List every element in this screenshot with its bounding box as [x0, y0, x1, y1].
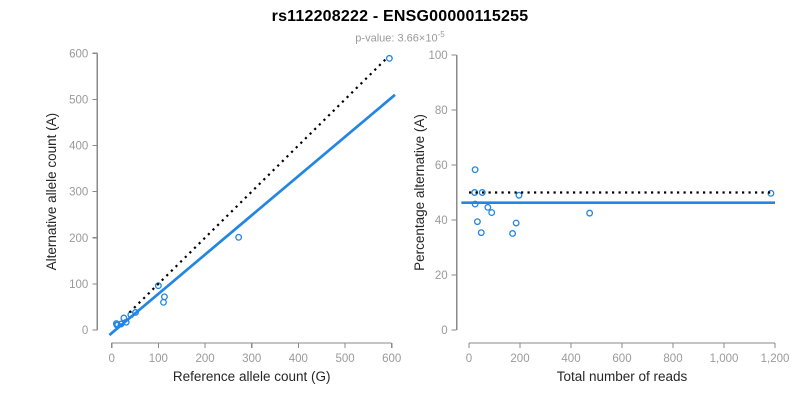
data-point — [586, 209, 594, 217]
x-tick-label: 300 — [242, 353, 261, 365]
pvalue-exponent: -5 — [437, 30, 445, 39]
y-tick-label: 40 — [435, 215, 448, 227]
y-tick-label: 0 — [441, 325, 447, 337]
y-tick-label: 20 — [435, 270, 448, 282]
x-axis: 0 200 400 600 800 1,000 1,200 — [466, 342, 790, 365]
y-tick-label: 100 — [429, 50, 448, 62]
y-tick-label: 0 — [82, 325, 88, 337]
pvalue-text: p-value: 3.66×10 — [355, 32, 438, 45]
y-tick-label: 60 — [435, 160, 448, 172]
figure-subtitle: p-value: 3.66×10-5 — [0, 28, 800, 46]
x-tick-label: 0 — [466, 353, 472, 365]
data-point — [471, 200, 479, 208]
y-tick-label: 400 — [69, 141, 88, 153]
y-tick-label: 100 — [69, 279, 88, 291]
y-tick-label: 80 — [435, 105, 448, 117]
y-axis: 0 100 200 300 400 500 600 — [69, 48, 98, 337]
data-point — [477, 229, 485, 237]
x-tick-label: 200 — [510, 353, 529, 365]
x-tick-label: 0 — [108, 353, 114, 365]
x-tick-label: 400 — [289, 353, 308, 365]
x-tick-label: 800 — [663, 353, 682, 365]
x-tick-label: 600 — [612, 353, 631, 365]
data-point — [515, 191, 523, 199]
data-points — [471, 166, 775, 237]
data-point — [160, 293, 168, 301]
figure-header: rs112208222 - ENSG00000115255 p-value: 3… — [0, 7, 800, 46]
figure-title: rs112208222 - ENSG00000115255 — [271, 8, 529, 25]
data-point — [473, 218, 481, 226]
data-point — [160, 298, 167, 306]
data-point — [484, 203, 492, 211]
x-axis-title: Total number of reads — [557, 369, 688, 384]
regression-line — [108, 93, 396, 337]
data-point — [478, 189, 486, 196]
x-tick-label: 600 — [382, 353, 401, 365]
x-tick-label: 100 — [149, 353, 168, 365]
data-point — [154, 282, 162, 290]
x-axis-title: Reference allele count (G) — [173, 369, 331, 384]
data-point — [512, 219, 520, 227]
y-tick-label: 500 — [69, 94, 88, 106]
percentage-vs-coverage-scatter: 0 200 400 600 800 1,000 1,200 0 20 40 60 80 100 Total… — [412, 50, 789, 384]
x-tick-label: 500 — [335, 353, 354, 365]
data-point — [509, 230, 517, 237]
x-tick-label: 400 — [561, 353, 580, 365]
x-tick-label: 1,200 — [761, 353, 790, 365]
y-axis: 0 20 40 60 80 100 — [429, 50, 458, 337]
allele-counts-scatter: 0 100 200 300 400 500 600 0 100 200 300 400 500 600 Re… — [44, 48, 401, 384]
x-tick-label: 1,000 — [710, 353, 739, 365]
identity-line — [128, 58, 387, 314]
y-tick-label: 200 — [69, 233, 88, 245]
data-point — [235, 233, 243, 241]
y-tick-label: 600 — [69, 48, 88, 60]
x-tick-label: 200 — [195, 353, 214, 365]
data-point — [471, 166, 479, 174]
data-point — [385, 54, 393, 62]
y-tick-label: 300 — [69, 187, 88, 199]
x-axis: 0 100 200 300 400 500 600 — [108, 342, 401, 365]
y-axis-title: Alternative allele count (A) — [44, 113, 59, 271]
data-points — [112, 54, 393, 329]
y-axis-title: Percentage alternative (A) — [412, 114, 427, 271]
data-point — [488, 209, 496, 217]
